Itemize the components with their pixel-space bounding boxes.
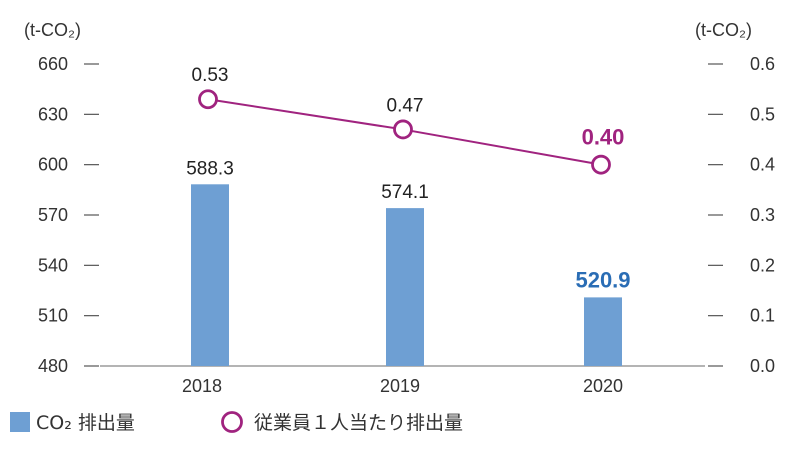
right-tick-label: 0.3 (750, 205, 775, 225)
left-tick-label: 600 (38, 155, 68, 175)
bar-value-label: 520.9 (575, 267, 630, 292)
x-tick-label: 2020 (583, 376, 623, 396)
bar-value-label: 588.3 (186, 158, 234, 179)
x-tick-label: 2019 (380, 376, 420, 396)
right-tick-label: 0.5 (750, 104, 775, 124)
line-point-2020 (591, 154, 611, 175)
line-series: 0.53 0.47 0.40 (192, 65, 625, 175)
legend-bar-swatch (10, 412, 30, 432)
bar-2019 (386, 208, 424, 366)
line-point-2018 (198, 89, 218, 110)
right-tick-label: 0.4 (750, 155, 775, 175)
bar-2018 (191, 184, 229, 366)
left-tick-label: 510 (38, 306, 68, 326)
bar-series: 588.3 574.1 520.9 (186, 158, 631, 366)
left-tick-label: 480 (38, 356, 68, 376)
line-value-label: 0.53 (192, 65, 229, 86)
x-axis-ticks: 2018 2019 2020 (182, 376, 623, 396)
legend-bar-label: CO₂ 排出量 (36, 412, 135, 434)
bar-2020 (584, 297, 622, 366)
left-axis-unit: (t-CO₂) (24, 20, 81, 40)
line-value-label: 0.47 (387, 95, 424, 116)
legend: CO₂ 排出量 従業員１人当たり排出量 (10, 411, 463, 434)
x-tick-label: 2018 (182, 376, 222, 396)
line-value-label: 0.40 (582, 125, 625, 150)
right-tick-label: 0.0 (750, 356, 775, 376)
line-point-2019 (393, 119, 413, 140)
left-axis-ticks: 660 630 600 570 540 510 480 (38, 54, 99, 376)
legend-line-label: 従業員１人当たり排出量 (254, 412, 463, 434)
left-tick-label: 570 (38, 205, 68, 225)
right-axis-unit: (t-CO₂) (695, 20, 752, 40)
bar-value-label: 574.1 (381, 182, 429, 203)
left-tick-label: 540 (38, 255, 68, 275)
right-axis-ticks: 0.6 0.5 0.4 0.3 0.2 0.1 0.0 (708, 54, 775, 376)
right-tick-label: 0.6 (750, 54, 775, 74)
right-tick-label: 0.2 (750, 255, 775, 275)
right-tick-label: 0.1 (750, 306, 775, 326)
left-tick-label: 660 (38, 54, 68, 74)
legend-line-swatch (221, 411, 243, 433)
left-tick-label: 630 (38, 104, 68, 124)
